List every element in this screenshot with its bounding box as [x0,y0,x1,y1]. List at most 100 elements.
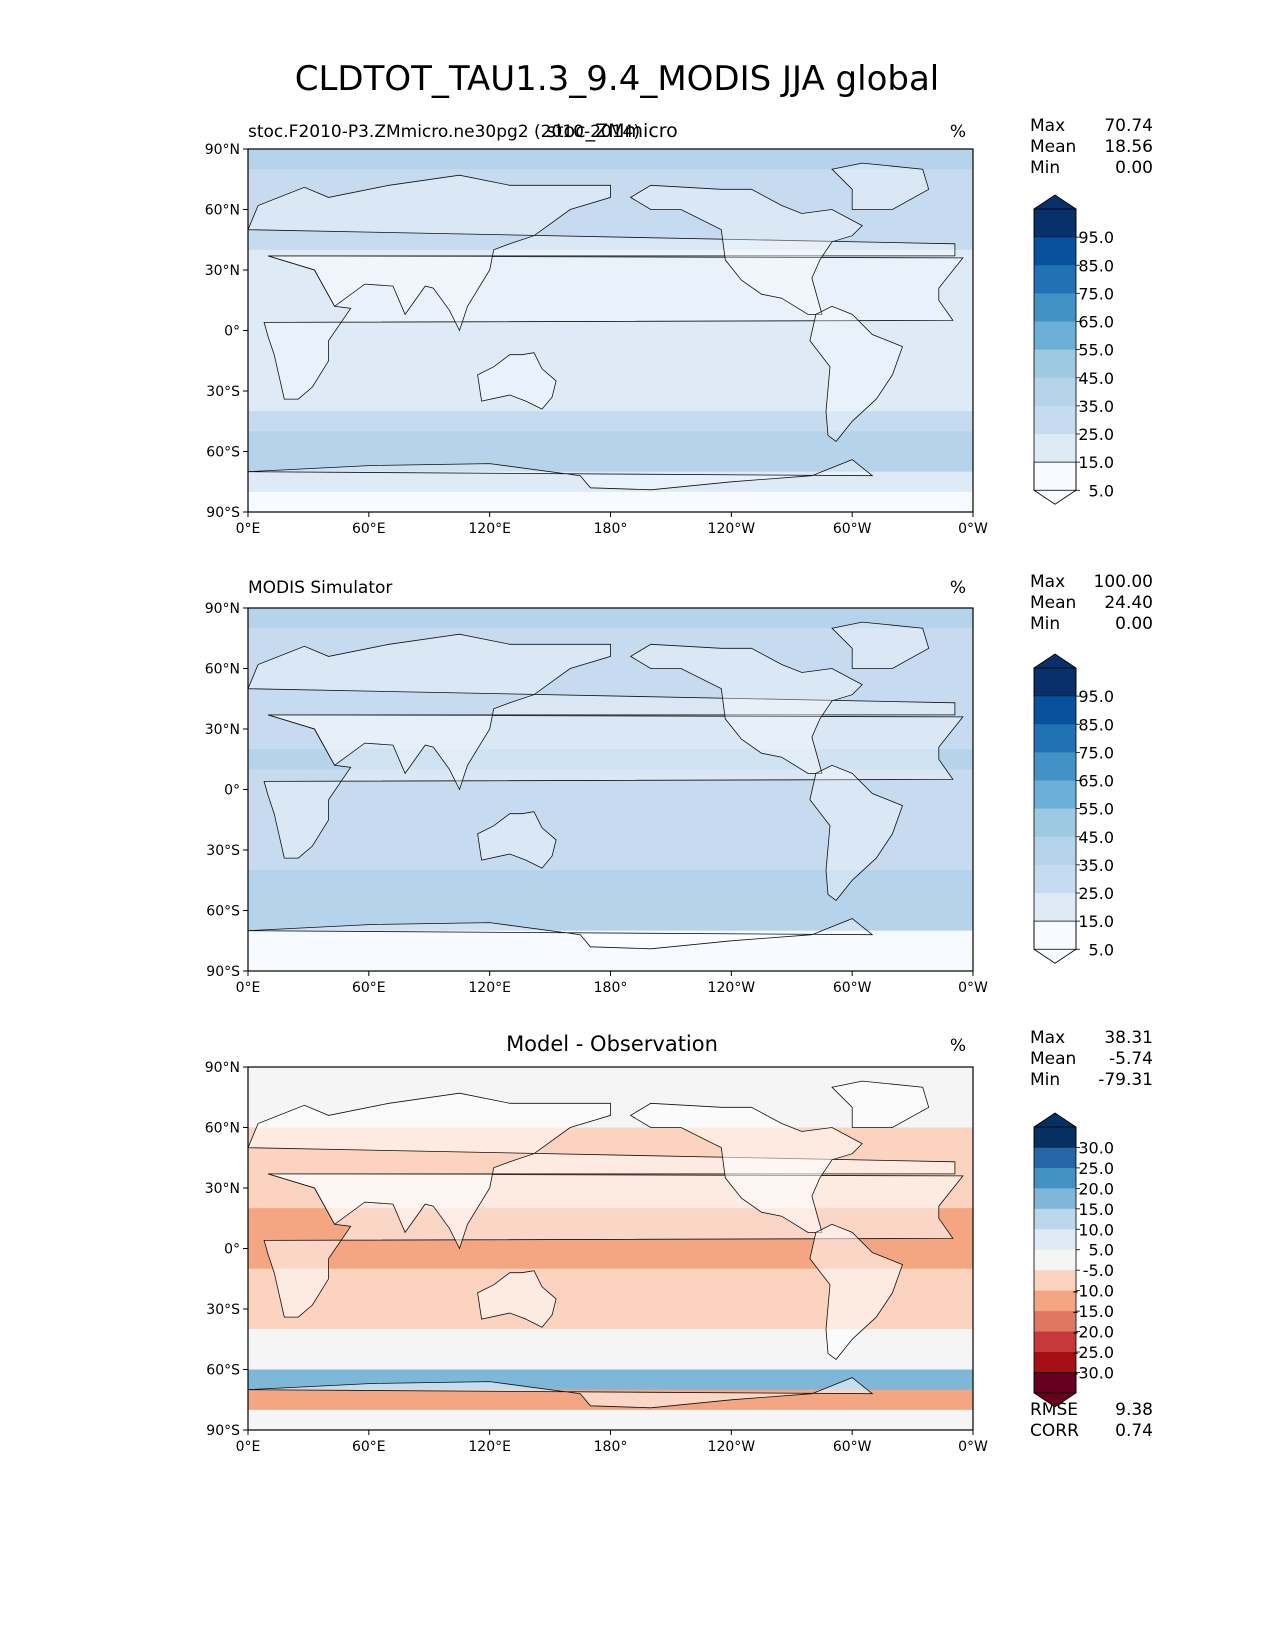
y-tick-label: 30°S [206,384,240,400]
colorbar-segment [1034,1208,1076,1230]
data-band [248,829,973,851]
colorbar-segment [1034,893,1076,922]
x-tick-label: 0°W [958,980,988,996]
stat-min-label: Min [1030,614,1060,634]
colorbar-tick-label: -25.0 [1073,1343,1114,1362]
colorbar-tick-label: 55.0 [1078,341,1114,360]
colorbar-segment [1034,864,1076,894]
data-band [248,608,973,629]
data-band [248,1349,973,1370]
stats-block: Max 70.74 Mean 18.56 Min 0.00 [1030,116,1153,178]
x-tick-label: 60°W [833,1439,872,1455]
figure-title: CLDTOT_TAU1.3_9.4_MODIS JJA global [295,59,940,99]
data-band [248,270,973,291]
stat-min-label: Min [1030,1070,1060,1090]
coastline [477,1270,557,1328]
y-tick-label: 90°S [206,964,240,980]
data-band [248,1288,973,1310]
data-band [248,870,973,891]
y-tick-label: 30°S [206,1302,240,1318]
colorbar-tick-label: 95.0 [1078,687,1114,706]
y-tick-label: 0° [224,783,240,799]
data-band [248,729,973,750]
colorbar-segment [1034,1290,1076,1312]
data-band [248,809,973,831]
data-band [248,1409,973,1431]
y-tick-label: 60°N [205,203,240,219]
data-band [248,648,973,669]
stat-min-value: 0.00 [1115,614,1153,634]
colorbar-segment [1034,1249,1076,1271]
stat-min-value: -79.31 [1098,1070,1153,1090]
colorbar-segment [1034,780,1076,809]
x-tick-label: 180° [594,1439,628,1455]
stat-max-label: Max [1030,116,1065,136]
colorbar-segment [1034,434,1076,463]
colorbar-segment [1034,1229,1076,1251]
map-difference: 90°N 60°N 30°N 0° 30°S 60°S 90°S0°E 60°E 120°E 18… [205,1060,988,1455]
coastline [247,633,956,791]
y-tick-label: 30°N [205,1181,240,1197]
colorbar-min-extend [1033,920,1077,964]
data-band [248,431,973,452]
panel-units: % [950,1036,966,1056]
coastline [247,174,956,332]
y-tick-label: 60°N [205,1121,240,1137]
colorbar-segment [1034,724,1076,753]
x-tick-label: 180° [594,980,628,996]
colorbar-tick-label: 75.0 [1078,284,1114,303]
coastline [831,162,930,210]
colorbar-segment [1034,293,1076,322]
x-tick-label: 180° [594,521,628,537]
stat-mean-value: 24.40 [1104,593,1153,613]
colorbar-tick-label: 45.0 [1078,369,1114,388]
data-band [248,411,973,432]
colorbar-tick-label: -10.0 [1073,1282,1114,1301]
colorbar-segment [1034,265,1076,294]
data-band [248,668,973,690]
data-band [248,169,973,190]
data-band [248,749,973,770]
data-band [248,950,973,972]
stat-max-value: 70.74 [1104,116,1153,136]
panel-center-label: stoc_ZMmicro [546,120,678,142]
data-band [248,1268,973,1290]
colorbar-segment [1034,321,1076,350]
coastline [809,1223,904,1360]
colorbar-max-extend [1033,1112,1077,1148]
data-band [248,850,973,871]
colorbar-segment [1034,377,1076,407]
data-band [248,189,973,210]
colorbar-tick-label: 85.0 [1078,256,1114,275]
stat-min-value: 0.00 [1115,158,1153,178]
stat-max-label: Max [1030,572,1065,592]
data-band [248,290,973,311]
coastline [477,352,557,410]
colorbar-segment [1034,808,1076,838]
colorbar-tick-label: 95.0 [1078,228,1114,247]
colorbar-tick-label: 65.0 [1078,313,1114,332]
coastline [263,714,964,859]
panel-units: % [950,578,966,598]
colorbar-tick-label: 45.0 [1078,828,1114,847]
x-tick-label: 60°W [833,521,872,537]
data-band [248,1067,973,1088]
stat-mean-value: -5.74 [1109,1049,1153,1069]
map-observation: 90°N 60°N 30°N 0° 30°S 60°S 90°S0°E 60°E 120°E 18… [205,601,988,996]
colorbar-max-extend [1033,194,1077,238]
coastline [831,621,930,669]
x-tick-label: 120°E [468,1439,511,1455]
difference-panel: Model - Observation % Max 38.31 Mean -5.… [506,1028,1153,1441]
stat-mean-label: Mean [1030,593,1076,613]
colorbar-segment [1034,1147,1076,1169]
x-tick-label: 0°E [236,1439,261,1455]
observation-panel: MODIS Simulator % Max 100.00 Mean 24.40 … [248,572,1153,634]
panel-units: % [950,122,966,142]
panel-left-label: stoc.F2010-P3.ZMmicro.ne30pg2 (2010-2014… [248,122,640,142]
y-tick-label: 90°N [205,601,240,617]
colorbar-tick-label: 35.0 [1078,397,1114,416]
x-tick-label: 0°W [958,1439,988,1455]
data-band [248,350,973,372]
y-tick-label: 30°S [206,843,240,859]
